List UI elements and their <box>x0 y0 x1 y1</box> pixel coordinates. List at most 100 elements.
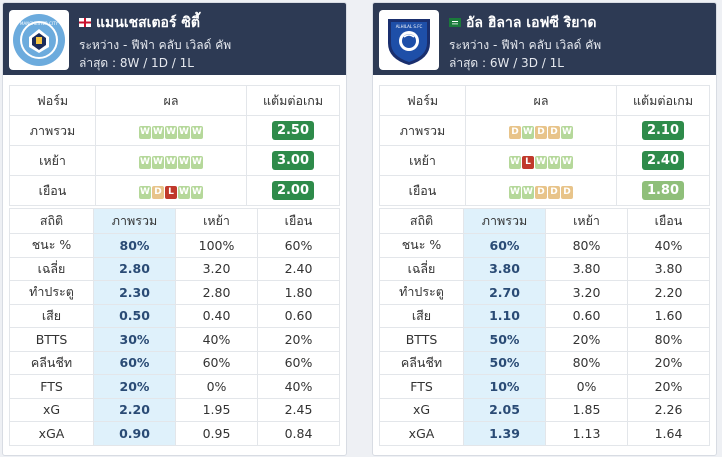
away-col-header[interactable]: เยือน <box>257 208 340 234</box>
stat-home: 1.13 <box>545 421 628 446</box>
home-col-header[interactable]: เหย้า <box>545 208 628 234</box>
result-col-header: ผล <box>465 85 617 116</box>
stat-overall: 2.80 <box>93 256 176 281</box>
result-badge-d[interactable]: D <box>548 126 560 139</box>
stats-header-row: สถิติ ภาพรวม เหย้า เยือน <box>9 208 340 234</box>
stats-row: เสีย 0.50 0.40 0.60 <box>9 303 340 328</box>
stats-row: คลีนชีท 50% 80% 20% <box>379 350 710 375</box>
stats-header-row: สถิติ ภาพรวม เหย้า เยือน <box>379 208 710 234</box>
stats-row: ชนะ % 60% 80% 40% <box>379 233 710 258</box>
saudi-arabia-flag-icon <box>449 17 461 27</box>
stat-label: xGA <box>9 421 94 446</box>
stats-row: xG 2.05 1.85 2.26 <box>379 397 710 422</box>
stat-away: 40% <box>627 233 710 258</box>
stats-table: สถิติ ภาพรวม เหย้า เยือน ชนะ % 80% 100% 60%… <box>9 208 340 446</box>
stat-away: 80% <box>627 327 710 352</box>
team-name[interactable]: แมนเชสเตอร์ ซิตี้ <box>79 12 200 34</box>
result-badge-d[interactable]: D <box>561 186 573 199</box>
stat-away: 1.64 <box>627 421 710 446</box>
ppg-badge: 2.50 <box>271 121 315 140</box>
result-badge-w[interactable]: W <box>191 126 203 139</box>
result-badge-l[interactable]: L <box>522 156 534 169</box>
stat-away: 20% <box>627 350 710 375</box>
result-badge-d[interactable]: D <box>509 126 521 139</box>
result-badge-w[interactable]: W <box>548 156 560 169</box>
stat-label: FTS <box>379 374 464 399</box>
stats-row: FTS 10% 0% 20% <box>379 374 710 399</box>
result-badge-w[interactable]: W <box>165 126 177 139</box>
result-badge-w[interactable]: W <box>152 156 164 169</box>
result-badge-d[interactable]: D <box>535 186 547 199</box>
stat-label: BTTS <box>9 327 94 352</box>
stat-home: 3.20 <box>175 256 258 281</box>
stats-row: ทำประตู 2.30 2.80 1.80 <box>9 280 340 305</box>
result-badge-w[interactable]: W <box>178 126 190 139</box>
stat-home: 60% <box>175 350 258 375</box>
result-badge-w[interactable]: W <box>152 126 164 139</box>
result-badge-d[interactable]: D <box>535 126 547 139</box>
result-badge-w[interactable]: W <box>178 156 190 169</box>
result-badge-w[interactable]: W <box>165 156 177 169</box>
overall-col-header[interactable]: ภาพรวม <box>93 208 176 234</box>
result-badge-w[interactable]: W <box>561 126 573 139</box>
team-logo[interactable]: ALHILAL S.FC <box>379 10 439 70</box>
ppg-col-header: แต้มต่อเกม <box>616 85 710 116</box>
stat-label: เฉลี่ย <box>379 256 464 281</box>
overall-col-header[interactable]: ภาพรวม <box>463 208 546 234</box>
stats-row: เฉลี่ย 3.80 3.80 3.80 <box>379 256 710 281</box>
stat-overall: 0.90 <box>93 421 176 446</box>
stat-away: 2.20 <box>627 280 710 305</box>
team-logo[interactable]: MANCHESTER CITY <box>9 10 69 70</box>
result-badge-d[interactable]: D <box>548 186 560 199</box>
stat-home: 40% <box>175 327 258 352</box>
result-badge-w[interactable]: W <box>561 156 573 169</box>
result-badge-w[interactable]: W <box>535 156 547 169</box>
result-badge-w[interactable]: W <box>522 126 534 139</box>
result-badge-w[interactable]: W <box>139 126 151 139</box>
result-badge-w[interactable]: W <box>139 186 151 199</box>
result-badge-w[interactable]: W <box>191 186 203 199</box>
team-card-away: ALHILAL S.FC อัล ฮิลาล เอฟซี ริยาด ระหว่… <box>372 2 717 456</box>
result-badge-w[interactable]: W <box>509 156 521 169</box>
stats-row: ทำประตู 2.70 3.20 2.20 <box>379 280 710 305</box>
stat-label: FTS <box>9 374 94 399</box>
stat-overall: 2.20 <box>93 397 176 422</box>
stat-overall: 60% <box>463 233 546 258</box>
stat-label: ทำประตู <box>9 280 94 305</box>
result-badge-w[interactable]: W <box>509 186 521 199</box>
result-badge-l[interactable]: L <box>165 186 177 199</box>
result-badge-w[interactable]: W <box>178 186 190 199</box>
stat-away: 20% <box>627 374 710 399</box>
stat-label: BTTS <box>379 327 464 352</box>
stat-label: คลีนชีท <box>379 350 464 375</box>
result-badge-w[interactable]: W <box>139 156 151 169</box>
recent-record-text: ล่าสุด : 6W / 3D / 1L <box>449 56 564 70</box>
stat-away: 1.60 <box>627 303 710 328</box>
stats-row: ชนะ % 80% 100% 60% <box>9 233 340 258</box>
stat-home: 3.20 <box>545 280 628 305</box>
form-row-label: ภาพรวม <box>9 115 96 146</box>
stats-row: เสีย 1.10 0.60 1.60 <box>379 303 710 328</box>
stat-overall: 10% <box>463 374 546 399</box>
ppg-badge: 2.10 <box>641 121 685 140</box>
stats-row: xG 2.20 1.95 2.45 <box>9 397 340 422</box>
home-col-header[interactable]: เหย้า <box>175 208 258 234</box>
stat-home: 20% <box>545 327 628 352</box>
ppg-cell: 1.80 <box>616 175 710 206</box>
stat-label: xGA <box>379 421 464 446</box>
stat-overall: 0.50 <box>93 303 176 328</box>
stat-away: 3.80 <box>627 256 710 281</box>
team-name[interactable]: อัล ฮิลาล เอฟซี ริยาด <box>449 12 596 34</box>
ppg-badge: 2.40 <box>641 151 685 170</box>
result-badge-w[interactable]: W <box>522 186 534 199</box>
result-badge-d[interactable]: D <box>152 186 164 199</box>
result-badge-w[interactable]: W <box>191 156 203 169</box>
stat-overall: 2.05 <box>463 397 546 422</box>
stat-away: 2.45 <box>257 397 340 422</box>
away-col-header[interactable]: เยือน <box>627 208 710 234</box>
